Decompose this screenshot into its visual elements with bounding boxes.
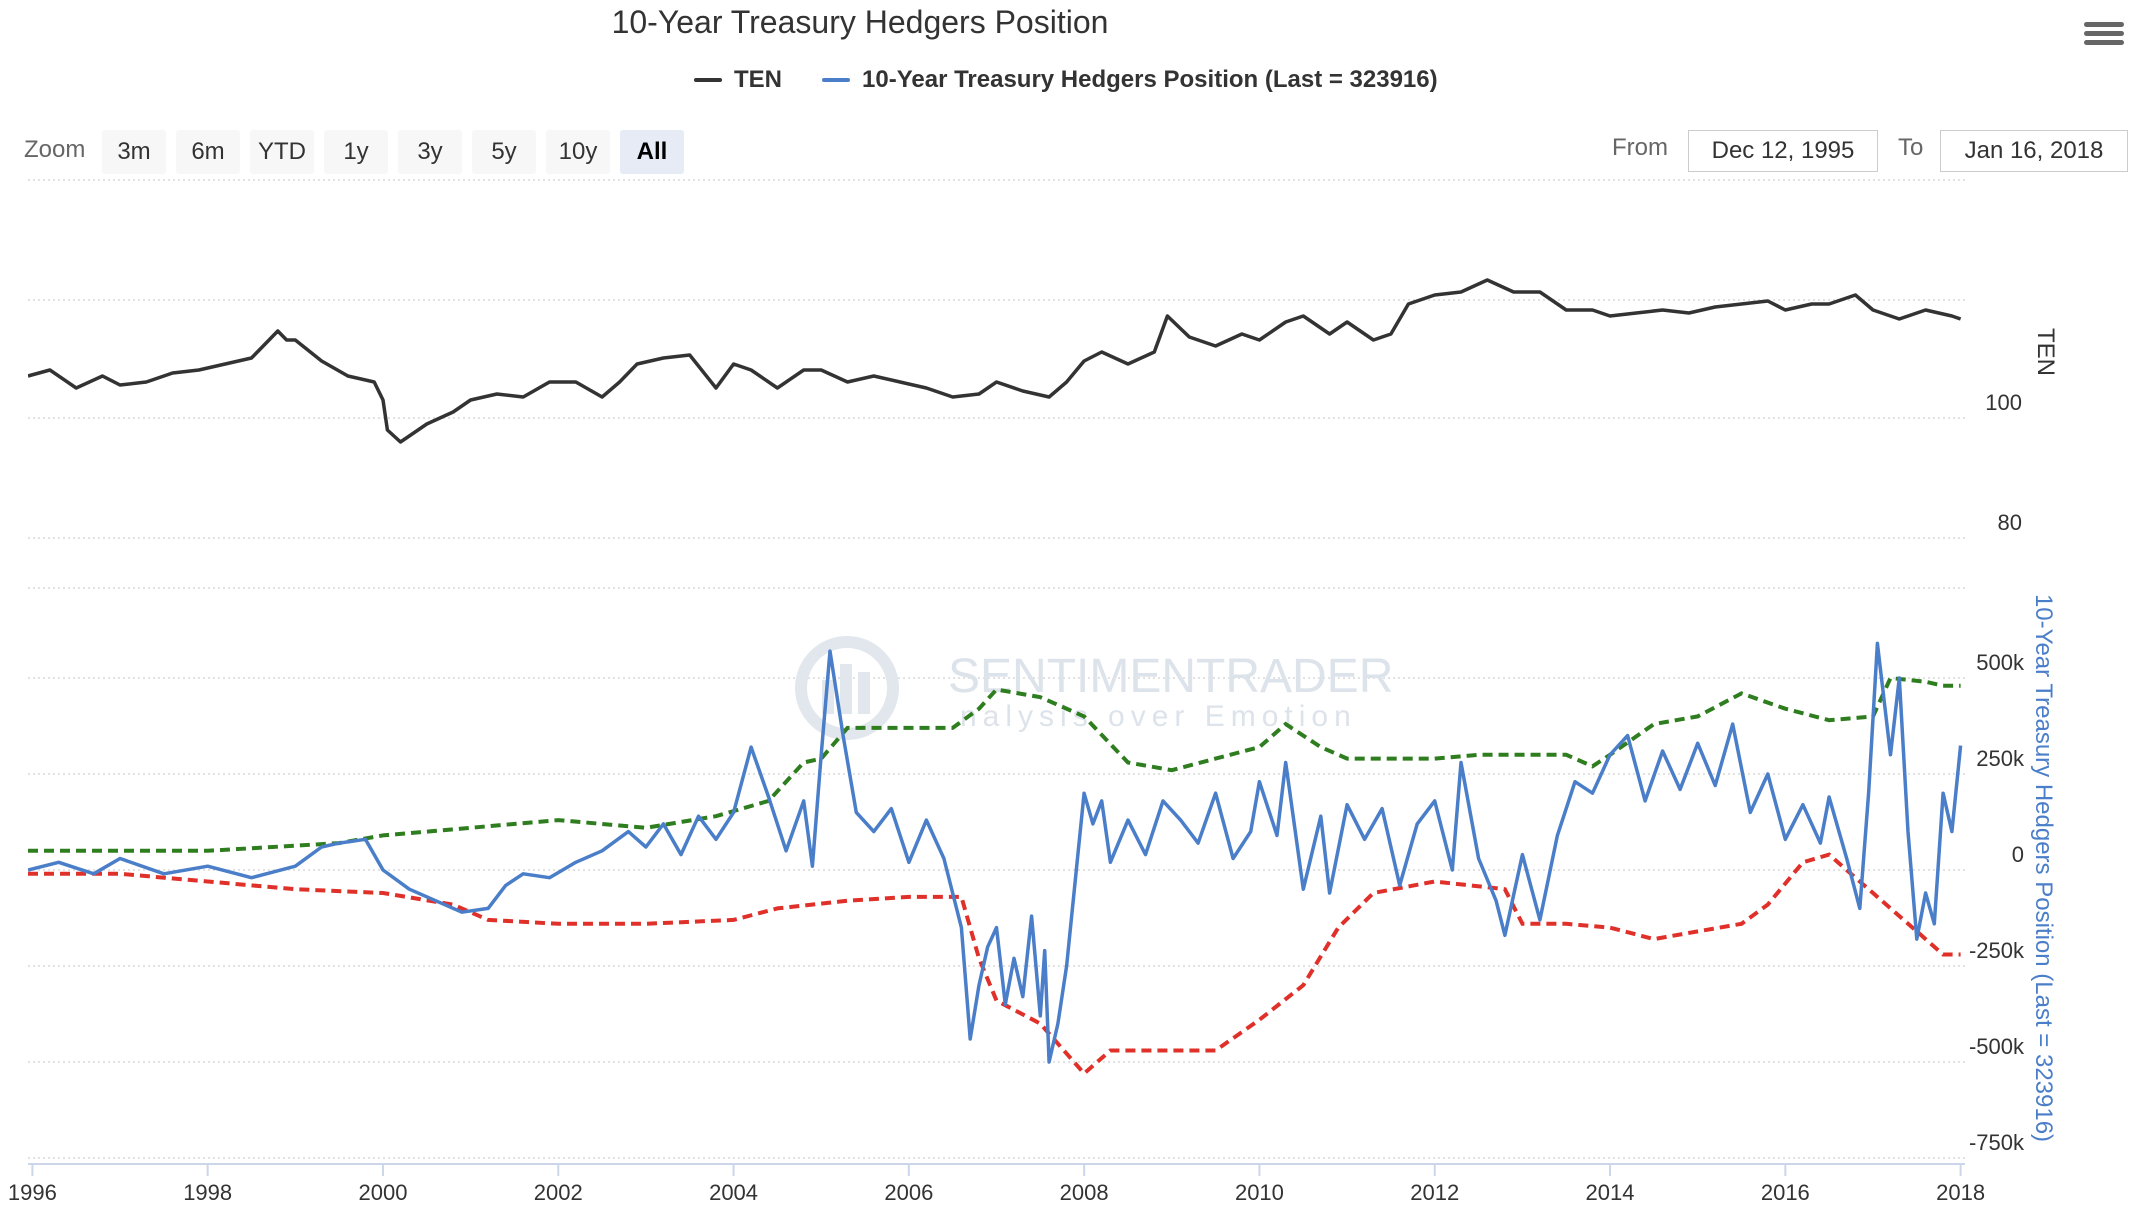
hedgers-y-tick-label: -750k — [1969, 1130, 2025, 1155]
ten-axis-title: TEN — [2032, 328, 2059, 376]
legend-swatch-ten — [694, 78, 722, 82]
x-axis-tick-label: 2002 — [534, 1180, 583, 1205]
upper-band-line — [28, 675, 1961, 853]
watermark-bar-icon — [840, 664, 852, 714]
x-axis-tick-label: 1996 — [8, 1180, 57, 1205]
watermark-logo-icon — [795, 636, 899, 740]
range-to-label: To — [1898, 134, 1924, 161]
ten-series-line — [28, 278, 1962, 444]
hedgers-y-tick-label: 250k — [1976, 746, 2025, 771]
watermark-brand: SENTIMENTRADER — [948, 650, 1393, 703]
zoom-button-6m[interactable]: 6m — [176, 130, 240, 174]
x-axis-tick-label: 2018 — [1936, 1180, 1985, 1205]
ten-y-axis: 80 100 — [1985, 390, 2022, 535]
zoom-button-3m[interactable]: 3m — [102, 130, 166, 174]
menu-bar-icon — [2084, 22, 2124, 27]
legend-label-hedgers: 10-Year Treasury Hedgers Position (Last … — [862, 66, 1438, 93]
x-axis-tick-label: 1998 — [183, 1180, 232, 1205]
zoom-button-1y[interactable]: 1y — [324, 130, 388, 174]
x-axis-tick-label: 2012 — [1410, 1180, 1459, 1205]
x-axis-tick-label: 2010 — [1235, 1180, 1284, 1205]
legend-item-ten[interactable]: TEN — [694, 62, 782, 98]
range-from-label: From — [1612, 134, 1668, 161]
menu-bar-icon — [2084, 40, 2124, 45]
hedgers-axis-title: 10-Year Treasury Hedgers Position (Last … — [2030, 594, 2057, 1142]
hedgers-series-line — [28, 641, 1963, 1064]
x-axis-tick-label: 2006 — [884, 1180, 933, 1205]
range-from-input[interactable]: Dec 12, 1995 — [1688, 130, 1878, 172]
watermark-tagline: nalysis over Emotion — [960, 700, 1357, 733]
zoom-button-all[interactable]: All — [620, 130, 684, 174]
x-axis-tick-label: 2008 — [1060, 1180, 1109, 1205]
hedgers-y-tick-label: 0 — [2012, 842, 2024, 867]
zoom-button-5y[interactable]: 5y — [472, 130, 536, 174]
range-to-input[interactable]: Jan 16, 2018 — [1940, 130, 2128, 172]
x-axis-tick-label: 2016 — [1761, 1180, 1810, 1205]
x-axis-tick-label: 2000 — [358, 1180, 407, 1205]
x-axis-tick-label: 2014 — [1586, 1180, 1635, 1205]
watermark: SENTIMENTRADER nalysis over Emotion — [795, 636, 1393, 740]
hedgers-y-tick-label: 500k — [1976, 650, 2025, 675]
hamburger-menu-icon[interactable] — [2084, 18, 2124, 52]
legend-item-hedgers[interactable]: 10-Year Treasury Hedgers Position (Last … — [822, 62, 1438, 98]
zoom-button-ytd[interactable]: YTD — [250, 130, 314, 174]
watermark-bar-icon — [858, 672, 870, 714]
ten-y-tick-label: 80 — [1998, 510, 2022, 535]
x-axis-tick-label: 2004 — [709, 1180, 758, 1205]
legend-swatch-hedgers — [822, 78, 850, 82]
legend-label-ten: TEN — [734, 66, 782, 93]
ten-y-tick-label: 100 — [1985, 390, 2022, 415]
hedgers-y-tick-label: -250k — [1969, 938, 2025, 963]
x-axis: 1996 1998 2000 2002 2004 2006 2008 2010 2012 2014… — [8, 1163, 1985, 1205]
zoom-button-10y[interactable]: 10y — [546, 130, 610, 174]
hedgers-y-tick-label: -500k — [1969, 1034, 2025, 1059]
hedgers-y-axis: 500k 250k 0 -250k -500k -750k — [1969, 650, 2025, 1155]
chart-title: 10-Year Treasury Hedgers Position — [611, 4, 1109, 40]
lower-band-line — [28, 852, 1961, 1077]
menu-bar-icon — [2084, 31, 2124, 36]
zoom-label: Zoom — [24, 136, 86, 163]
zoom-button-3y[interactable]: 3y — [398, 130, 462, 174]
legend: TEN 10-Year Treasury Hedgers Position (L… — [0, 62, 2132, 102]
